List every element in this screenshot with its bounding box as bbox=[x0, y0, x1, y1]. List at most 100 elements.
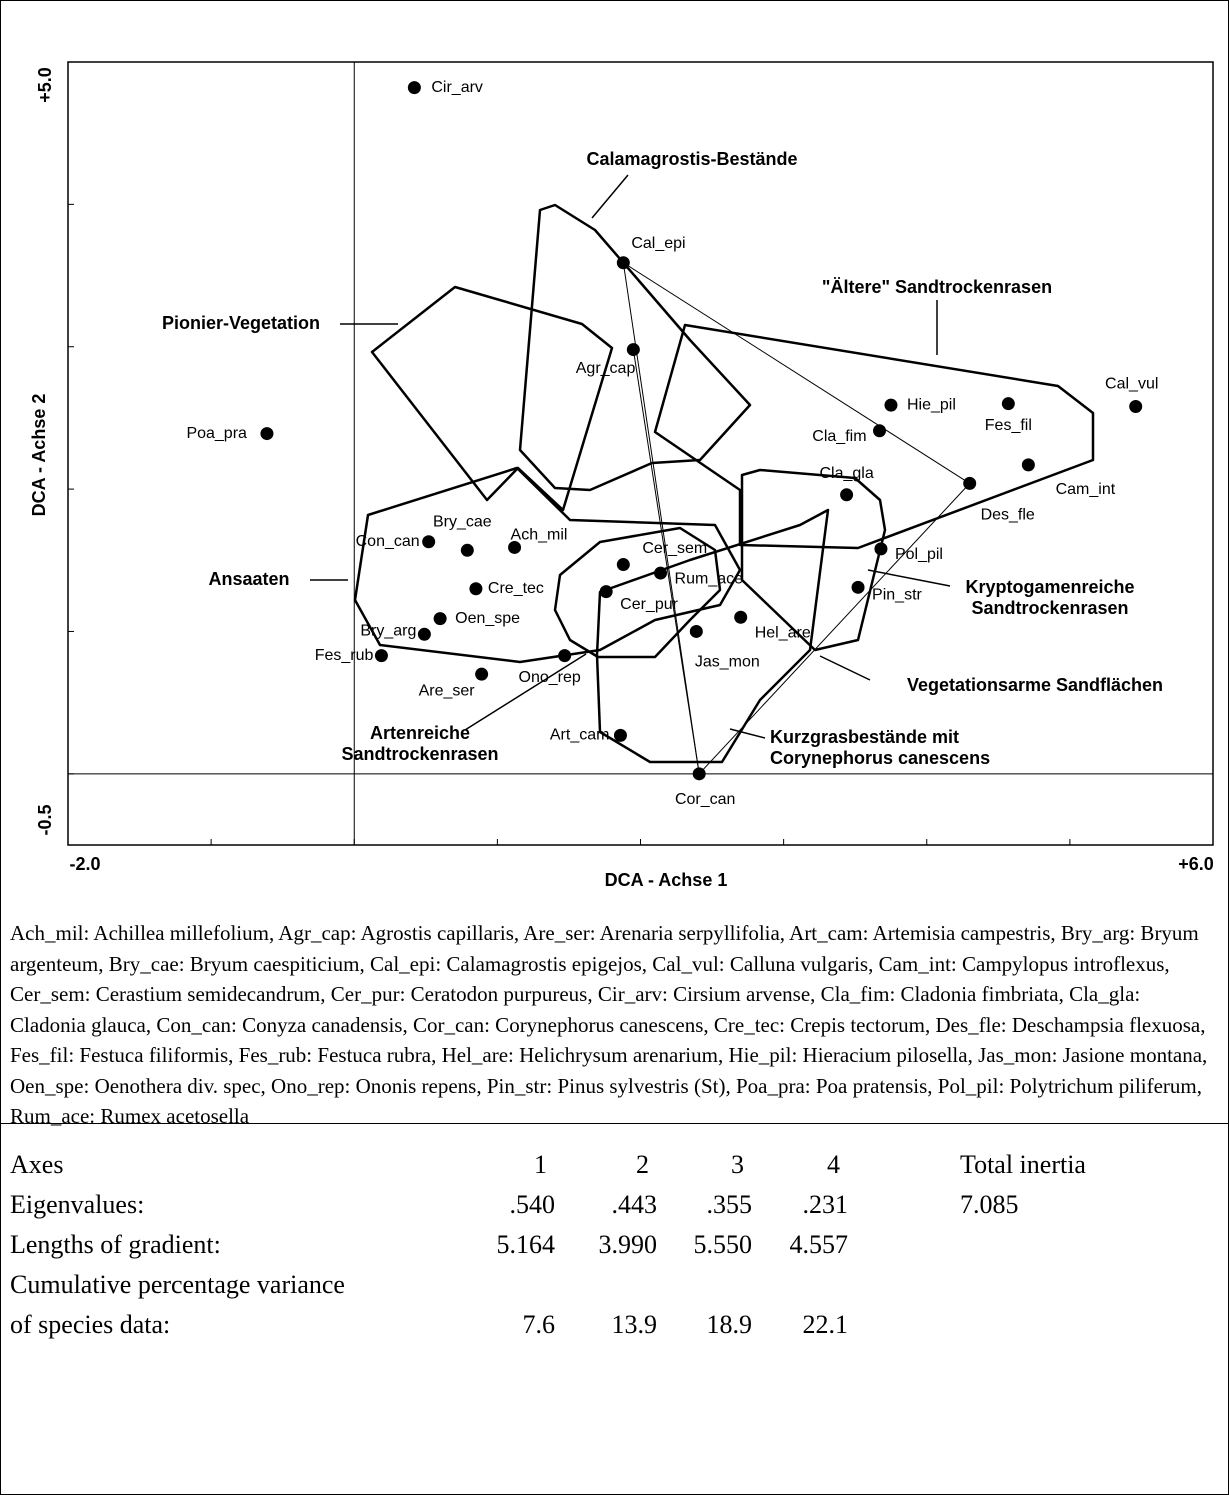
point-label: Poa_pra bbox=[186, 425, 247, 442]
point-label: Cal_epi bbox=[631, 235, 685, 252]
point bbox=[689, 624, 703, 638]
point bbox=[884, 398, 898, 412]
x-axis-title: DCA - Achse 1 bbox=[605, 870, 728, 890]
cell: 2 bbox=[636, 1150, 649, 1179]
cell: 1 bbox=[534, 1150, 547, 1179]
row-label: Cumulative percentage variance bbox=[10, 1270, 345, 1299]
row-label: Eigenvalues: bbox=[10, 1190, 145, 1219]
point-label: Pol_pil bbox=[895, 546, 943, 563]
point-label: Jas_mon bbox=[695, 654, 760, 671]
point-label: Hie_pil bbox=[907, 396, 956, 413]
point bbox=[475, 667, 489, 681]
connector bbox=[622, 262, 700, 774]
cell: 4.557 bbox=[789, 1230, 849, 1259]
point bbox=[1129, 400, 1143, 414]
point-label: Fes_fil bbox=[985, 417, 1032, 434]
hull bbox=[518, 203, 752, 492]
group-annotation: Corynephorus canescens bbox=[770, 748, 990, 768]
point-label: Art_cam bbox=[550, 727, 610, 744]
point bbox=[558, 649, 572, 663]
total-cell: 7.085 bbox=[960, 1190, 1019, 1219]
point bbox=[1021, 458, 1035, 472]
group-annotation: Artenreiche bbox=[370, 723, 470, 743]
point bbox=[260, 427, 274, 441]
point-label: Hel_are bbox=[755, 624, 811, 641]
point-label: Bry_cae bbox=[433, 514, 492, 531]
point-label: Ono_rep bbox=[519, 669, 581, 686]
group-annotation: Kryptogamenreiche bbox=[965, 577, 1134, 597]
hull bbox=[740, 468, 887, 652]
group-hulls bbox=[353, 203, 1095, 764]
group-annotation: Ansaaten bbox=[208, 569, 289, 589]
point-label: Con_can bbox=[356, 533, 420, 550]
point bbox=[407, 81, 421, 95]
point bbox=[626, 343, 640, 357]
point bbox=[422, 535, 436, 549]
arrow bbox=[591, 174, 629, 219]
x-tick-label: -2.0 bbox=[69, 854, 100, 874]
point-label: Cre_tec bbox=[488, 580, 544, 597]
point bbox=[599, 585, 613, 599]
point-label: Cir_arv bbox=[431, 79, 483, 96]
point-label: Oen_spe bbox=[455, 610, 520, 627]
point bbox=[433, 612, 447, 626]
hull bbox=[370, 285, 614, 512]
cell: 4 bbox=[827, 1150, 840, 1179]
point-label: Cla_fim bbox=[812, 428, 866, 445]
species-caption: Ach_mil: Achillea millefolium, Agr_cap: … bbox=[10, 921, 1208, 1128]
point-label: Pin_str bbox=[872, 587, 922, 604]
point bbox=[654, 566, 668, 580]
table-rule bbox=[0, 1123, 1229, 1124]
point-label: Rum_ace bbox=[675, 570, 744, 587]
point bbox=[840, 488, 854, 502]
point-label: Cor_can bbox=[675, 791, 735, 808]
point bbox=[616, 558, 630, 572]
y-axis-title: DCA - Achse 2 bbox=[29, 394, 49, 517]
point bbox=[508, 540, 522, 554]
row-label: of species data: bbox=[10, 1310, 171, 1339]
total-cell: Total inertia bbox=[960, 1150, 1086, 1179]
cell: 7.6 bbox=[522, 1310, 556, 1339]
group-annotation: Kurzgrasbestände mit bbox=[770, 727, 959, 747]
arrow bbox=[464, 653, 587, 731]
group-annotation: "Ältere" Sandtrockenrasen bbox=[822, 277, 1052, 297]
point bbox=[460, 543, 474, 557]
annotation-arrows bbox=[310, 174, 951, 739]
point-label: Fes_rub bbox=[315, 647, 374, 664]
cell: 22.1 bbox=[802, 1310, 849, 1339]
point-label: Agr_cap bbox=[576, 360, 636, 377]
point bbox=[616, 256, 630, 270]
cell: 3 bbox=[731, 1150, 744, 1179]
point-label: Cam_int bbox=[1056, 481, 1116, 498]
arrow bbox=[729, 728, 766, 739]
cell: 5.550 bbox=[693, 1230, 753, 1259]
point-label: Cer_sem bbox=[642, 540, 707, 557]
point bbox=[873, 424, 887, 438]
arrow bbox=[819, 655, 871, 681]
group-annotation: Calamagrostis-Bestände bbox=[586, 149, 797, 169]
point-label: Bry_arg bbox=[360, 623, 416, 640]
point-label: Cer_pur bbox=[620, 596, 678, 613]
cell: .355 bbox=[706, 1190, 753, 1219]
hull bbox=[653, 323, 1095, 550]
point-label: Are_ser bbox=[419, 682, 476, 699]
point-label: Cla_gla bbox=[819, 465, 873, 482]
hull bbox=[553, 526, 722, 659]
connector bbox=[632, 349, 700, 774]
point bbox=[692, 767, 706, 781]
cell: 3.990 bbox=[598, 1230, 658, 1259]
point bbox=[734, 610, 748, 624]
cell: 18.9 bbox=[706, 1310, 753, 1339]
cell: .443 bbox=[611, 1190, 658, 1219]
point bbox=[1001, 397, 1015, 411]
point bbox=[874, 542, 888, 556]
point bbox=[851, 580, 865, 594]
point-label: Cal_vul bbox=[1105, 376, 1158, 393]
point bbox=[374, 649, 388, 663]
row-label: Axes bbox=[10, 1150, 64, 1179]
group-annotation: Pionier-Vegetation bbox=[162, 313, 320, 333]
connector bbox=[623, 262, 970, 484]
point bbox=[469, 582, 483, 596]
row-label: Lengths of gradient: bbox=[10, 1230, 221, 1259]
cell: 5.164 bbox=[496, 1230, 556, 1259]
